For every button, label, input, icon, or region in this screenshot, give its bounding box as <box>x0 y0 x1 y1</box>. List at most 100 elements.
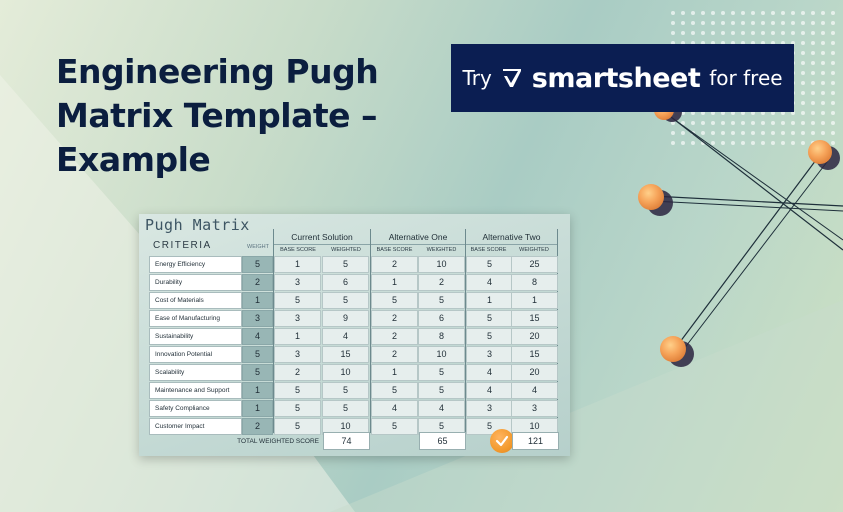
subheader-weighted: WEIGHTED <box>519 247 549 253</box>
subheader-base-score: BASE SCORE <box>470 247 507 253</box>
column-divider <box>465 229 466 433</box>
subheader-base-score: BASE SCORE <box>376 247 413 253</box>
total-alternative-one: 65 <box>419 432 466 450</box>
table-row: Energy Efficiency 5 1 5 2 10 5 25 <box>149 256 558 273</box>
weighted-score-cell: 15 <box>511 310 558 327</box>
weighted-score-cell: 5 <box>322 382 369 399</box>
group-header-alternative-one: Alternative One <box>371 229 465 245</box>
weighted-score-cell: 8 <box>418 328 465 345</box>
weighted-score-cell: 4 <box>322 328 369 345</box>
weighted-score-cell: 5 <box>322 400 369 417</box>
criterion-cell: Sustainability <box>149 328 242 345</box>
weighted-score-cell: 20 <box>511 328 558 345</box>
base-score-cell: 2 <box>371 256 418 273</box>
weighted-score-cell: 20 <box>511 364 558 381</box>
headline-line-3: Example <box>56 140 211 179</box>
base-score-cell: 2 <box>274 364 321 381</box>
weighted-score-cell: 2 <box>418 274 465 291</box>
table-row: Maintenance and Support 1 5 5 5 5 4 4 <box>149 382 558 399</box>
weighted-score-cell: 10 <box>418 346 465 363</box>
weighted-score-cell: 15 <box>322 346 369 363</box>
weight-cell: 4 <box>242 328 273 345</box>
weighted-score-cell: 10 <box>418 256 465 273</box>
base-score-cell: 3 <box>466 400 513 417</box>
weight-header: WEIGHT <box>247 244 269 250</box>
weight-cell: 5 <box>242 256 273 273</box>
weighted-score-cell: 9 <box>322 310 369 327</box>
base-score-cell: 3 <box>274 346 321 363</box>
try-smartsheet-button[interactable]: Try smartsheet for free <box>451 44 794 112</box>
weighted-score-cell: 10 <box>322 364 369 381</box>
weight-cell: 1 <box>242 382 273 399</box>
subheader-weighted: WEIGHTED <box>426 247 457 253</box>
base-score-cell: 1 <box>466 292 513 309</box>
page-headline: Engineering Pugh Matrix Template – Examp… <box>56 50 396 182</box>
weighted-score-cell: 5 <box>418 382 465 399</box>
weighted-score-cell: 5 <box>418 364 465 381</box>
base-score-cell: 1 <box>371 274 418 291</box>
weighted-score-cell: 6 <box>418 310 465 327</box>
weight-cell: 3 <box>242 310 273 327</box>
base-score-cell: 3 <box>274 274 321 291</box>
base-score-cell: 5 <box>371 382 418 399</box>
base-score-cell: 2 <box>371 310 418 327</box>
weighted-score-cell: 8 <box>511 274 558 291</box>
base-score-cell: 4 <box>466 274 513 291</box>
matrix-title: Pugh Matrix <box>145 216 250 234</box>
check-badge-icon <box>490 429 514 453</box>
base-score-cell: 5 <box>466 310 513 327</box>
weighted-score-cell: 5 <box>418 292 465 309</box>
subheader-weighted: WEIGHTED <box>331 247 361 253</box>
criterion-cell: Ease of Manufacturing <box>149 310 242 327</box>
cta-brand-text: smartsheet <box>531 62 701 94</box>
base-score-cell: 3 <box>274 310 321 327</box>
base-score-cell: 2 <box>371 346 418 363</box>
base-score-cell: 5 <box>371 418 418 435</box>
base-score-cell: 5 <box>371 292 418 309</box>
base-score-cell: 4 <box>466 382 513 399</box>
criteria-header: CRITERIA <box>153 240 212 251</box>
base-score-cell: 4 <box>466 364 513 381</box>
table-row: Safety Compliance 1 5 5 4 4 3 3 <box>149 400 558 417</box>
base-score-cell: 5 <box>274 382 321 399</box>
criterion-cell: Cost of Materials <box>149 292 242 309</box>
total-weighted-score-label: TOTAL WEIGHTED SCORE <box>237 438 319 445</box>
base-score-cell: 5 <box>274 292 321 309</box>
weight-cell: 5 <box>242 364 273 381</box>
weight-cell: 2 <box>242 274 273 291</box>
weighted-score-cell: 5 <box>322 292 369 309</box>
base-score-cell: 5 <box>466 328 513 345</box>
headline-line-1: Engineering Pugh <box>56 52 379 91</box>
base-score-cell: 3 <box>466 346 513 363</box>
base-score-cell: 2 <box>371 328 418 345</box>
total-current-solution: 74 <box>323 432 370 450</box>
base-score-cell: 5 <box>466 256 513 273</box>
table-row: Customer Impact 2 5 10 5 5 5 10 <box>149 418 558 435</box>
table-row: Scalability 5 2 10 1 5 4 20 <box>149 364 558 381</box>
cta-try-text: Try <box>462 66 492 90</box>
weighted-score-cell: 1 <box>511 292 558 309</box>
base-score-cell: 4 <box>371 400 418 417</box>
weight-cell: 1 <box>242 292 273 309</box>
table-row: Cost of Materials 1 5 5 5 5 1 1 <box>149 292 558 309</box>
pugh-matrix-card: Pugh Matrix CRITERIA WEIGHT Current Solu… <box>139 214 570 456</box>
group-header-alternative-two: Alternative Two <box>466 229 557 245</box>
table-row: Innovation Potential 5 3 15 2 10 3 15 <box>149 346 558 363</box>
weighted-score-cell: 5 <box>322 256 369 273</box>
weight-cell: 2 <box>242 418 273 435</box>
column-divider <box>273 229 274 433</box>
base-score-cell: 1 <box>274 256 321 273</box>
weight-cell: 5 <box>242 346 273 363</box>
weighted-score-cell: 4 <box>511 382 558 399</box>
criterion-cell: Durability <box>149 274 242 291</box>
column-divider <box>370 229 371 433</box>
group-header-current-solution: Current Solution <box>274 229 370 245</box>
base-score-cell: 1 <box>371 364 418 381</box>
criterion-cell: Maintenance and Support <box>149 382 242 399</box>
table-row: Durability 2 3 6 1 2 4 8 <box>149 274 558 291</box>
base-score-cell: 5 <box>274 400 321 417</box>
table-row: Sustainability 4 1 4 2 8 5 20 <box>149 328 558 345</box>
criterion-cell: Scalability <box>149 364 242 381</box>
base-score-cell: 1 <box>274 328 321 345</box>
criterion-cell: Innovation Potential <box>149 346 242 363</box>
